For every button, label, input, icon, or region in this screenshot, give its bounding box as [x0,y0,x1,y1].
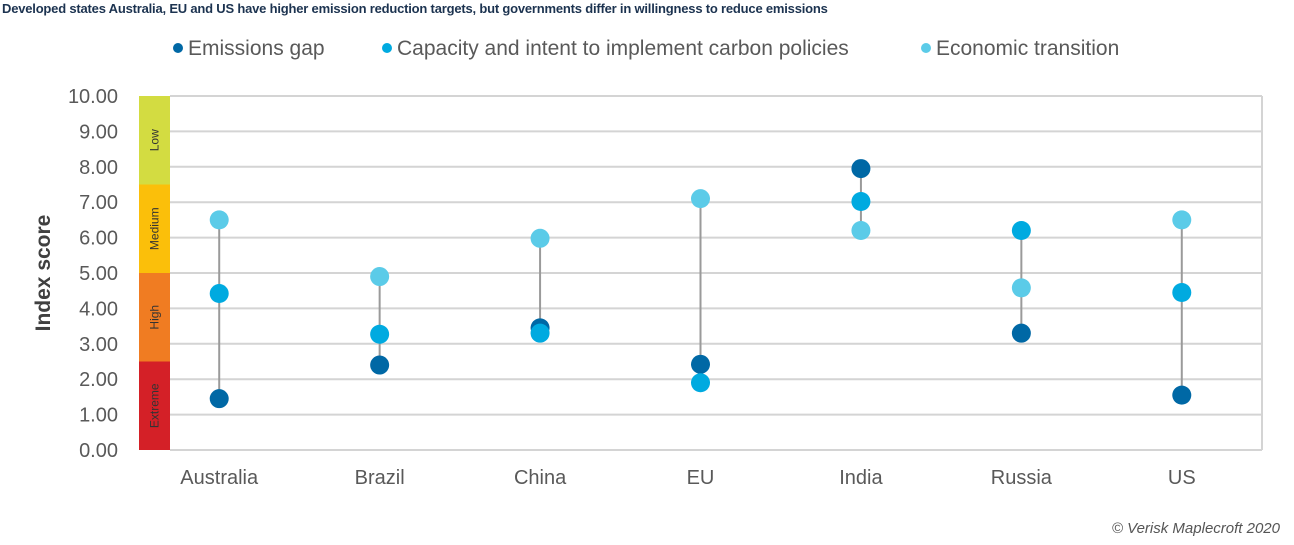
risk-band-low [139,96,170,185]
y-tick-label: 10.00 [68,86,118,108]
point-capacity-and-intent-to-implement-carbon-policies [851,191,871,211]
legend-label: Economic transition [936,37,1119,60]
point-emissions-gap [209,389,229,409]
y-tick-label: 0.00 [79,440,118,462]
point-capacity-and-intent-to-implement-carbon-policies [691,373,710,393]
y-axis-label: Index score [32,215,55,332]
risk-band-label: Medium [148,207,162,250]
x-tick-label: India [839,467,883,489]
point-capacity-and-intent-to-implement-carbon-policies [1011,221,1031,241]
x-tick-label: US [1168,467,1196,489]
y-tick-label: 6.00 [79,228,118,250]
point-capacity-and-intent-to-implement-carbon-policies [370,324,390,344]
point-capacity-and-intent-to-implement-carbon-policies [209,284,229,304]
y-tick-label: 3.00 [79,334,118,356]
point-economic-transition [691,189,710,209]
point-emissions-gap [691,354,710,374]
point-economic-transition [530,228,550,248]
y-tick-label: 4.00 [79,298,118,320]
legend-marker [382,43,392,53]
x-tick-label: Australia [180,467,259,489]
legend-label: Emissions gap [188,37,325,60]
x-tick-label: Russia [991,467,1053,489]
point-emissions-gap [1011,323,1031,343]
risk-band-extreme [139,361,170,450]
point-emissions-gap [1172,385,1192,405]
point-capacity-and-intent-to-implement-carbon-policies [530,323,550,343]
point-economic-transition [1011,278,1031,298]
point-economic-transition [1172,210,1192,230]
y-tick-label: 8.00 [79,157,118,179]
y-tick-label: 7.00 [79,192,118,214]
risk-band-label: Extreme [148,383,162,428]
point-emissions-gap [370,355,390,375]
risk-band-high [139,273,170,362]
point-emissions-gap [851,159,871,179]
chart-title: Developed states Australia, EU and US ha… [2,1,828,16]
legend-label: Capacity and intent to implement carbon … [397,37,849,60]
risk-band-label: Low [148,129,162,151]
y-tick-label: 2.00 [79,369,118,391]
y-tick-label: 1.00 [79,405,118,427]
x-tick-label: EU [687,467,715,489]
copyright-credit: © Verisk Maplecroft 2020 [1111,520,1280,537]
legend-marker [921,43,931,53]
risk-band-label: High [148,305,162,330]
risk-band-medium [139,184,170,273]
legend-marker [173,43,183,53]
y-tick-label: 9.00 [79,121,118,143]
y-tick-label: 5.00 [79,263,118,285]
point-economic-transition [209,210,229,230]
x-tick-label: China [514,467,567,489]
point-capacity-and-intent-to-implement-carbon-policies [1172,282,1192,302]
point-economic-transition [851,221,871,241]
point-economic-transition [370,267,390,287]
x-tick-label: Brazil [355,467,405,489]
